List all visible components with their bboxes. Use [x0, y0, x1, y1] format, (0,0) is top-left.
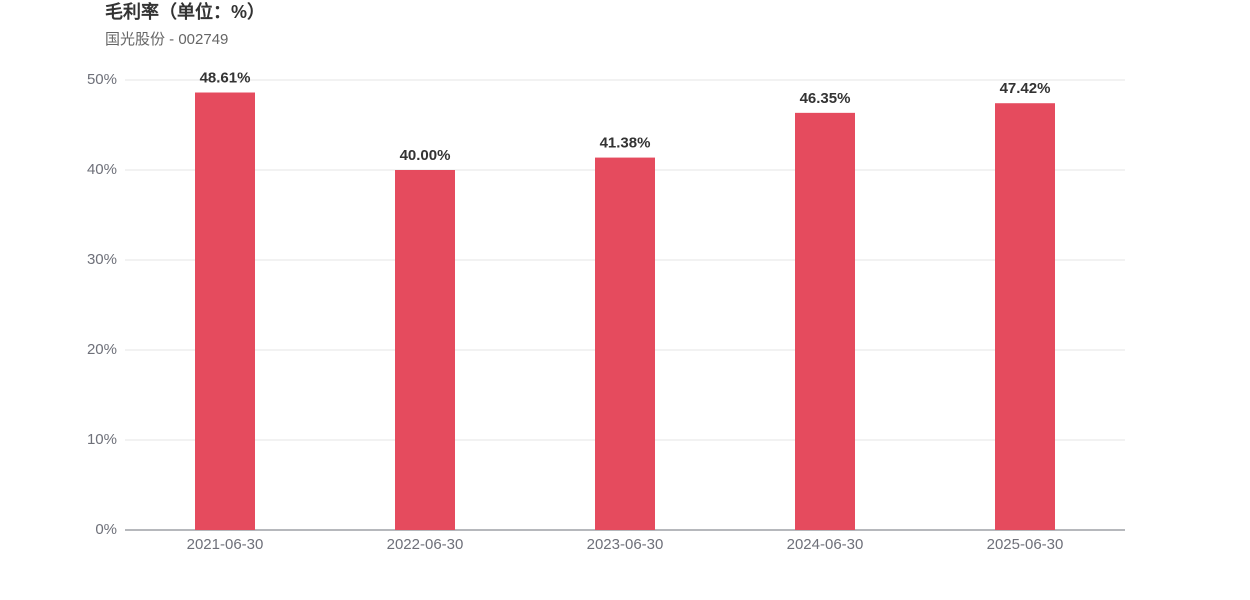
- value-label: 41.38%: [600, 135, 651, 152]
- value-label: 46.35%: [800, 90, 851, 107]
- y-tick-label: 40%: [87, 161, 117, 178]
- bar: [195, 92, 255, 530]
- chart-subtitle: 国光股份 - 002749: [105, 31, 228, 48]
- y-tick-label: 30%: [87, 251, 117, 268]
- y-tick-label: 0%: [95, 521, 117, 538]
- x-tick-label: 2024-06-30: [787, 536, 864, 553]
- value-label: 48.61%: [200, 69, 251, 86]
- value-label: 40.00%: [400, 147, 451, 164]
- y-tick-label: 50%: [87, 71, 117, 88]
- value-label: 47.42%: [1000, 80, 1051, 97]
- chart-title: 毛利率（单位：%）: [105, 1, 265, 22]
- bar: [395, 170, 455, 530]
- bar: [995, 103, 1055, 530]
- y-tick-label: 20%: [87, 341, 117, 358]
- x-tick-label: 2023-06-30: [587, 536, 664, 553]
- y-tick-label: 10%: [87, 431, 117, 448]
- bar: [595, 157, 655, 530]
- bar: [795, 112, 855, 530]
- x-tick-label: 2021-06-30: [187, 536, 264, 553]
- x-tick-label: 2022-06-30: [387, 536, 464, 553]
- x-tick-label: 2025-06-30: [987, 536, 1064, 553]
